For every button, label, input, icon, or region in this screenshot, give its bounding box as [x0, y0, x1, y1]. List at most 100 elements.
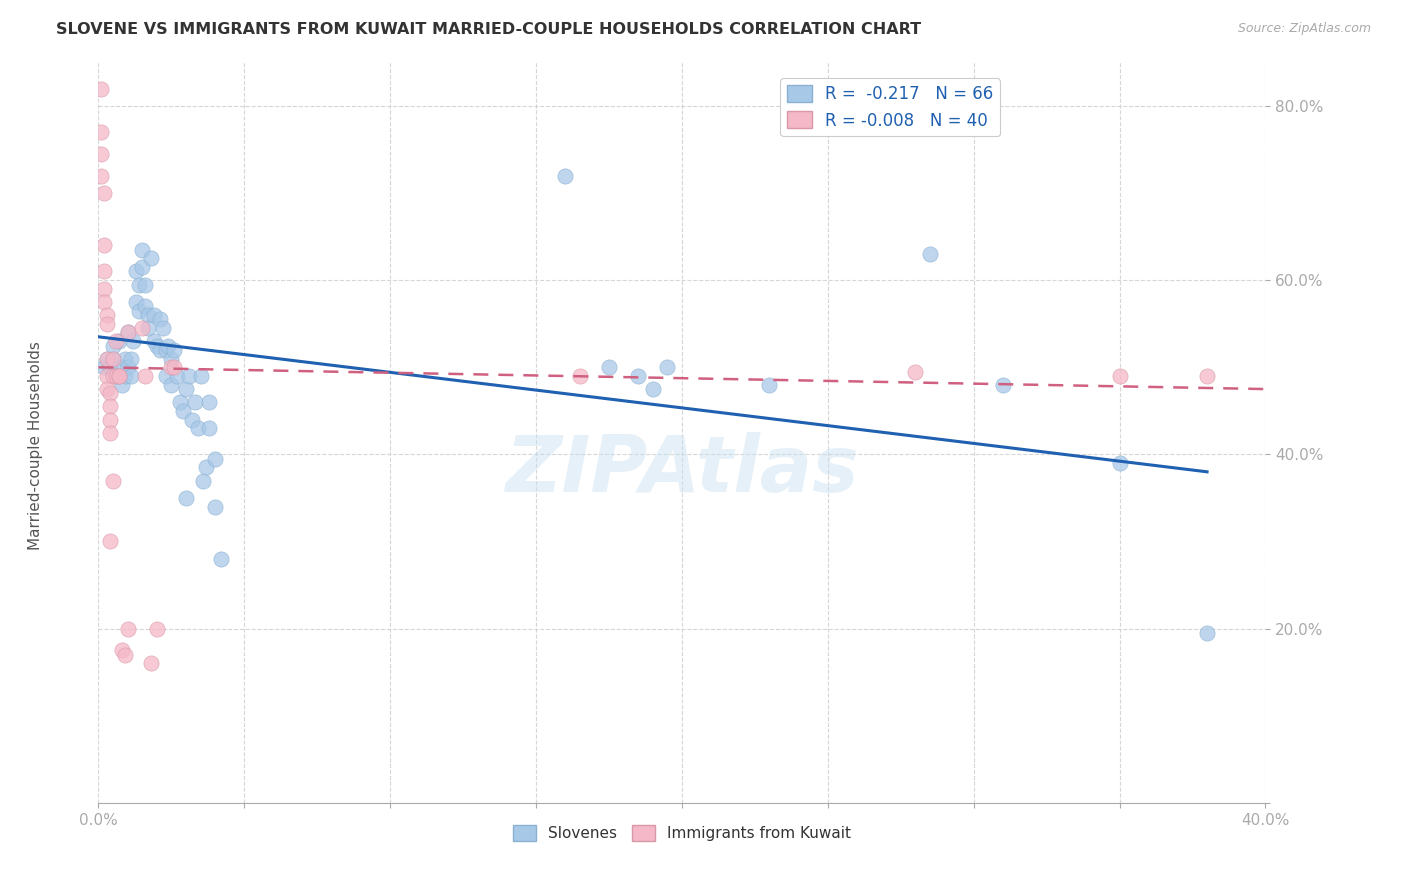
Point: [160, 377, 183, 392]
Point: [183, 395, 205, 409]
Point: [93, 295, 115, 310]
Point: [598, 360, 620, 375]
Point: [177, 369, 200, 384]
Point: [134, 369, 156, 384]
Point: [142, 334, 165, 348]
Point: [554, 169, 576, 183]
Point: [101, 351, 124, 366]
Point: [108, 334, 131, 348]
Point: [1108, 456, 1130, 470]
Point: [204, 451, 226, 466]
Point: [918, 247, 941, 261]
Point: [93, 360, 115, 375]
Text: Married-couple Households: Married-couple Households: [28, 342, 42, 550]
Point: [627, 369, 650, 384]
Point: [568, 369, 591, 384]
Point: [101, 474, 124, 488]
Point: [142, 308, 165, 322]
Point: [193, 474, 215, 488]
Point: [120, 351, 142, 366]
Point: [136, 308, 159, 322]
Point: [114, 351, 136, 366]
Point: [139, 657, 162, 671]
Point: [101, 369, 124, 384]
Point: [104, 369, 127, 384]
Point: [96, 351, 118, 366]
Point: [96, 369, 118, 384]
Point: [149, 343, 172, 357]
Point: [131, 321, 153, 335]
Point: [134, 277, 156, 292]
Point: [131, 243, 153, 257]
Point: [136, 321, 159, 335]
Point: [117, 622, 139, 636]
Point: [90, 147, 112, 161]
Point: [204, 500, 226, 514]
Point: [98, 425, 121, 440]
Point: [134, 299, 156, 313]
Point: [131, 260, 153, 274]
Point: [96, 382, 118, 396]
Point: [180, 412, 202, 426]
Point: [104, 334, 127, 348]
Point: [1108, 369, 1130, 384]
Point: [96, 317, 118, 331]
Point: [111, 377, 134, 392]
Point: [172, 404, 194, 418]
Point: [160, 360, 183, 375]
Point: [163, 360, 186, 375]
Point: [90, 169, 112, 183]
Point: [117, 326, 139, 340]
Point: [98, 386, 121, 401]
Text: SLOVENE VS IMMIGRANTS FROM KUWAIT MARRIED-COUPLE HOUSEHOLDS CORRELATION CHART: SLOVENE VS IMMIGRANTS FROM KUWAIT MARRIE…: [56, 22, 921, 37]
Point: [101, 338, 124, 352]
Text: Source: ZipAtlas.com: Source: ZipAtlas.com: [1237, 22, 1371, 36]
Point: [108, 369, 131, 384]
Point: [125, 264, 148, 278]
Point: [122, 334, 145, 348]
Point: [98, 360, 121, 375]
Point: [641, 382, 664, 396]
Point: [111, 643, 134, 657]
Point: [128, 303, 150, 318]
Point: [155, 369, 177, 384]
Point: [146, 338, 169, 352]
Point: [125, 295, 148, 310]
Point: [174, 382, 197, 396]
Point: [163, 343, 186, 357]
Point: [991, 377, 1014, 392]
Point: [198, 395, 221, 409]
Point: [187, 421, 209, 435]
Point: [117, 326, 139, 340]
Point: [114, 648, 136, 662]
Point: [98, 534, 121, 549]
Point: [657, 360, 679, 375]
Point: [93, 186, 115, 200]
Point: [96, 351, 118, 366]
Point: [157, 338, 180, 352]
Legend: Slovenes, Immigrants from Kuwait: Slovenes, Immigrants from Kuwait: [506, 819, 858, 847]
Point: [1195, 369, 1218, 384]
Point: [758, 377, 780, 392]
Point: [198, 421, 221, 435]
Point: [114, 369, 136, 384]
Point: [98, 400, 121, 414]
Point: [139, 252, 162, 266]
Point: [90, 125, 112, 139]
Point: [93, 264, 115, 278]
Point: [209, 552, 232, 566]
Point: [98, 412, 121, 426]
Point: [195, 460, 218, 475]
Point: [120, 369, 142, 384]
Point: [149, 312, 172, 326]
Point: [174, 491, 197, 505]
Point: [90, 81, 112, 95]
Point: [146, 622, 169, 636]
Point: [93, 238, 115, 252]
Point: [93, 282, 115, 296]
Point: [108, 369, 131, 384]
Point: [169, 395, 191, 409]
Point: [152, 321, 174, 335]
Point: [104, 369, 127, 384]
Point: [1195, 626, 1218, 640]
